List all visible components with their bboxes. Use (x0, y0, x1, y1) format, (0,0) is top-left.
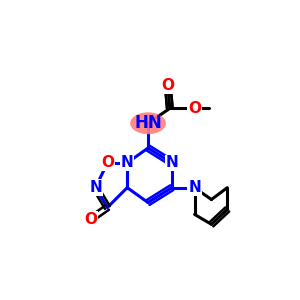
Text: N: N (188, 180, 201, 195)
Text: O: O (161, 78, 174, 93)
Text: O: O (101, 155, 114, 170)
Text: N: N (121, 155, 134, 170)
Text: N: N (89, 180, 102, 195)
Text: O: O (188, 101, 201, 116)
Text: HN: HN (134, 114, 162, 132)
Text: O: O (84, 212, 97, 227)
Ellipse shape (130, 112, 166, 134)
Text: N: N (165, 155, 178, 170)
